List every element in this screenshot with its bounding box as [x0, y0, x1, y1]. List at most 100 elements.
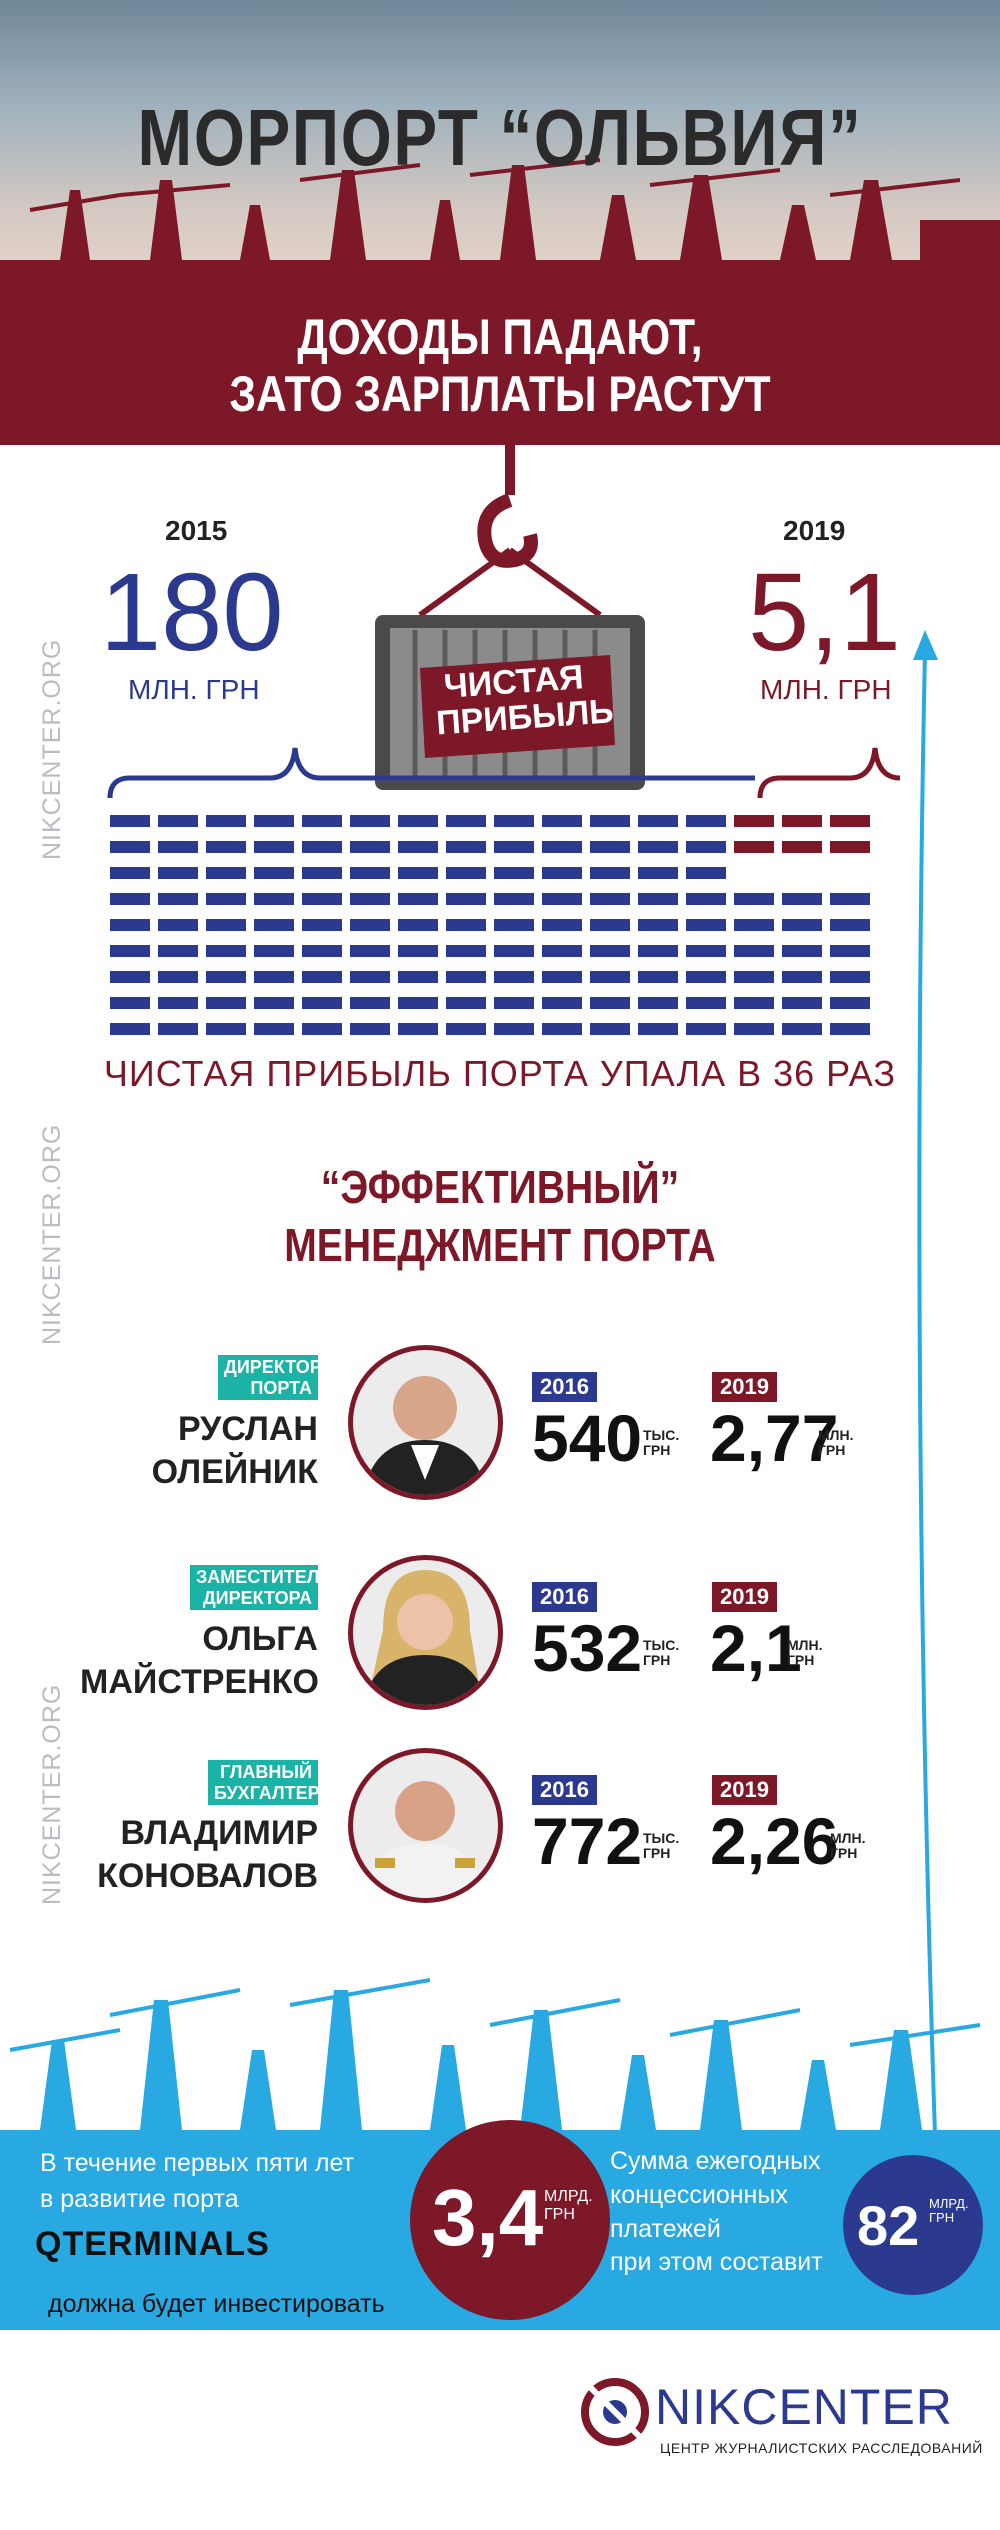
bar-2015 [734, 945, 774, 957]
bar-2015 [542, 893, 582, 905]
bar-2015 [590, 971, 630, 983]
bar-2015 [638, 997, 678, 1009]
bar-2015 [446, 841, 486, 853]
unit-line-1: ТЫС. [643, 1830, 680, 1846]
bar-2015 [830, 893, 870, 905]
concession-text: Сумма ежегодных концессионных платежей п… [610, 2145, 823, 2280]
invest-value: 3,4 [432, 2173, 544, 2262]
bar-2015 [734, 919, 774, 931]
bar-2015 [494, 867, 534, 879]
role-line-1: ГЛАВНЫЙ [220, 1762, 312, 1782]
bar-2019 [830, 841, 870, 853]
bar-2015 [254, 867, 294, 879]
bar-2015 [110, 841, 150, 853]
year-tag-2016: 2016 [532, 1775, 597, 1805]
bar-2015 [686, 997, 726, 1009]
bar-2015 [638, 893, 678, 905]
salary-2016-unit: ТЫС. ГРН [643, 1427, 680, 1459]
invest-unit-line-1: МЛРД. [544, 2188, 593, 2205]
bar-2015 [686, 1023, 726, 1035]
salary-2016: 772 [532, 1804, 643, 1878]
name-line-1: РУСЛАН [177, 1410, 318, 1448]
bar-2015 [686, 893, 726, 905]
conc-value: 82 [857, 2194, 920, 2257]
salary-2016: 540 [532, 1401, 643, 1475]
bar-2015 [254, 919, 294, 931]
subtitle-line-2: ЗАТО ЗАРПЛАТЫ РАСТУТ [229, 366, 771, 422]
bar-2015 [350, 815, 390, 827]
salary-2016: 532 [532, 1611, 643, 1685]
bar-2015 [350, 997, 390, 1009]
subtitle-line-1: ДОХОДЫ ПАДАЮТ, [297, 309, 703, 365]
management-title-2: МЕНЕДЖМЕНТ ПОРТА [284, 1219, 716, 1271]
bar-2015 [446, 971, 486, 983]
bar-2015 [254, 945, 294, 957]
bar-2015 [590, 945, 630, 957]
page-title: МОРПОРТ “ОЛЬВИЯ” [137, 93, 863, 182]
bar-2015 [254, 893, 294, 905]
brand-tagline: ЦЕНТР ЖУРНАЛИСТСКИХ РАССЛЕДОВАНИЙ [660, 2440, 983, 2456]
bar-2015 [734, 893, 774, 905]
bar-2015 [302, 867, 342, 879]
role-line-2: ДИРЕКТОРА [202, 1587, 312, 1608]
unit-line-1: ТЫС. [643, 1427, 680, 1443]
bar-2015 [398, 867, 438, 879]
conc-line-3: платежей [610, 2214, 721, 2243]
side-watermark-3: NIKCENTER.ORG [38, 1683, 66, 1905]
side-watermark-2: NIKCENTER.ORG [38, 1123, 66, 1345]
side-watermark-1: NIKCENTER.ORG [38, 638, 66, 860]
bar-2015 [302, 893, 342, 905]
unit-line-1: МЛН. [818, 1427, 854, 1443]
conc-unit-line-2: ГРН [929, 2210, 955, 2226]
invest-unit: МЛРД. ГРН [544, 2188, 593, 2223]
bar-2015 [302, 997, 342, 1009]
unit-line-2: ГРН [818, 1442, 846, 1459]
concession-circle: 82 МЛРД. ГРН [843, 2155, 983, 2295]
bar-2015 [398, 815, 438, 827]
salary-2019-unit: МЛН. ГРН [818, 1427, 854, 1459]
conc-line-1: Сумма ежегодных [610, 2147, 821, 2175]
bar-2015 [206, 893, 246, 905]
bar-2015 [734, 971, 774, 983]
unit-line-1: МЛН. [787, 1637, 823, 1653]
invest-line-2: в развитие порта [40, 2185, 239, 2214]
bar-2015 [638, 945, 678, 957]
bar-2015 [830, 1023, 870, 1035]
profit-bar-grid [110, 815, 870, 1035]
bar-2015 [350, 1023, 390, 1035]
qterminals-logo: QTERMINALS [35, 2225, 270, 2263]
bar-2015 [302, 945, 342, 957]
bar-2015 [110, 997, 150, 1009]
profit-2019-unit: МЛН. ГРН [760, 674, 892, 705]
bar-2015 [542, 1023, 582, 1035]
avatar [348, 1748, 503, 1903]
person-name: ОЛЬГА МАЙСТРЕНКО [80, 1618, 319, 1703]
person-name: РУСЛАН ОЛЕЙНИК [100, 1408, 318, 1493]
bar-2015 [158, 867, 198, 879]
bar-2015 [542, 997, 582, 1009]
bar-2015 [302, 919, 342, 931]
bar-2015 [686, 945, 726, 957]
bar-2015 [494, 893, 534, 905]
bar-2015 [110, 893, 150, 905]
bar-2015 [446, 919, 486, 931]
bar-2015 [734, 1023, 774, 1035]
bar-2015 [206, 971, 246, 983]
bar-2015 [158, 945, 198, 957]
bar-2015 [254, 1023, 294, 1035]
bar-2015 [494, 841, 534, 853]
bar-2015 [110, 945, 150, 957]
year-tag-2016: 2016 [532, 1582, 597, 1612]
bar-2015 [590, 919, 630, 931]
bar-2015 [830, 971, 870, 983]
year-tag-2019: 2019 [712, 1372, 777, 1402]
bar-2015 [734, 997, 774, 1009]
year-tag-2019: 2019 [712, 1582, 777, 1612]
role-tag: ДИРЕКТОР ПОРТА [218, 1355, 322, 1401]
salary-2019: 2,1 [710, 1611, 802, 1685]
bar-2015 [446, 1023, 486, 1035]
bar-2015 [350, 893, 390, 905]
role-tag: ГЛАВНЫЙ БУХГАЛТЕР [208, 1760, 320, 1806]
bar-2015 [158, 997, 198, 1009]
bar-2015 [590, 815, 630, 827]
